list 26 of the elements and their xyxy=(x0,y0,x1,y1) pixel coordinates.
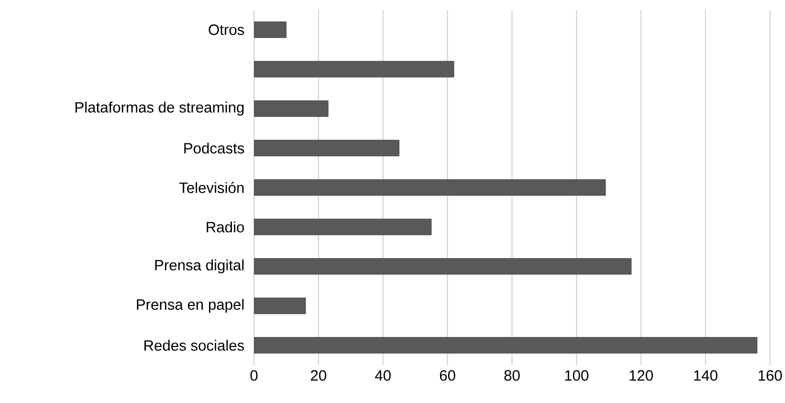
x-tick-label: 60 xyxy=(440,370,456,381)
bar xyxy=(254,298,306,314)
bar xyxy=(254,60,454,78)
y-tick-label: Radio xyxy=(206,221,244,232)
x-tick-label: 120 xyxy=(630,370,653,381)
bar xyxy=(254,258,632,275)
bar xyxy=(254,22,286,38)
bar xyxy=(254,218,432,236)
x-tick-label: 80 xyxy=(504,370,520,381)
y-tick-label: Plataformas de streaming xyxy=(76,102,244,116)
bar xyxy=(254,179,606,196)
x-tick-label: 140 xyxy=(694,370,718,381)
bar xyxy=(254,337,758,354)
y-tick-label: Televisión xyxy=(179,182,244,194)
y-tick-label: Otros xyxy=(208,24,244,36)
y-tick-label: Redes sociales xyxy=(144,340,244,351)
x-tick-label: 100 xyxy=(565,370,588,381)
x-tick-label: 20 xyxy=(310,370,326,381)
bar xyxy=(254,100,328,117)
y-tick-label: Prensa en papel xyxy=(136,298,244,313)
x-tick-label: 0 xyxy=(250,370,258,381)
y-tick-label: Prensa digital xyxy=(155,259,244,274)
x-tick-label: 40 xyxy=(375,370,391,381)
bar xyxy=(254,140,400,156)
y-tick-label: Podcasts xyxy=(184,142,244,154)
x-tick-label: 160 xyxy=(758,370,782,381)
